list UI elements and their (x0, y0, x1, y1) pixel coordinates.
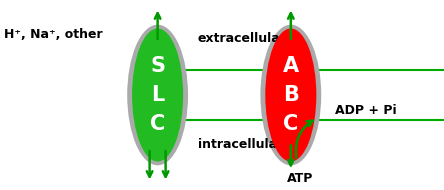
Text: B: B (283, 85, 299, 105)
Text: S: S (150, 55, 165, 76)
Text: C: C (283, 114, 298, 135)
Text: ATP: ATP (286, 172, 313, 185)
Text: A: A (283, 55, 299, 76)
Text: intracellular: intracellular (198, 138, 283, 151)
Ellipse shape (127, 25, 188, 165)
Text: L: L (151, 85, 164, 105)
Ellipse shape (132, 28, 183, 162)
Text: ADP + Pi: ADP + Pi (335, 104, 397, 117)
Ellipse shape (265, 28, 316, 162)
FancyArrowPatch shape (296, 121, 313, 158)
Text: extracellular: extracellular (198, 32, 286, 44)
Text: H⁺, Na⁺, other: H⁺, Na⁺, other (4, 28, 103, 41)
Text: C: C (150, 114, 165, 135)
Ellipse shape (260, 25, 321, 165)
